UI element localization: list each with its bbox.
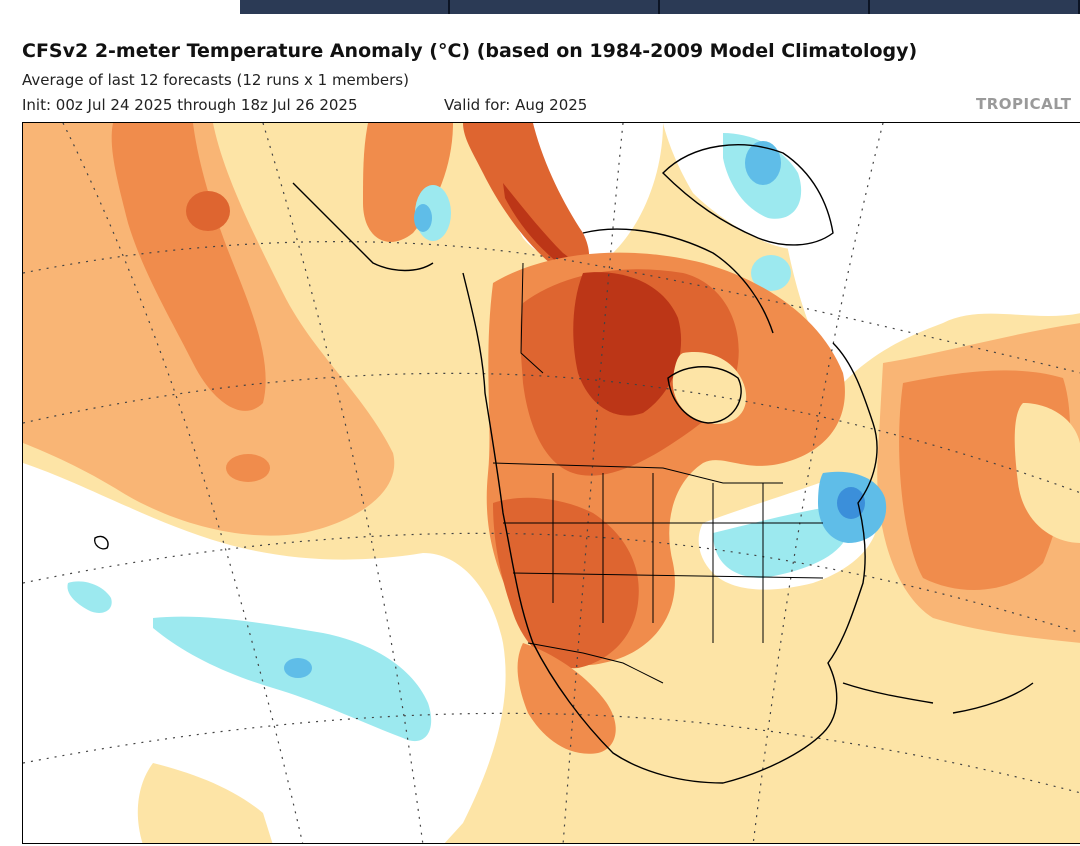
anomaly-spot-greenland-south [751, 255, 791, 291]
init-time-label: Init: 00z Jul 24 2025 through 18z Jul 26… [22, 96, 358, 114]
political-borders [492, 262, 824, 684]
valid-time-label: Valid for: Aug 2025 [444, 96, 588, 114]
coastlines [94, 144, 1034, 784]
nav-tab[interactable] [450, 0, 660, 14]
anomaly-region-pacific-cool [153, 616, 432, 742]
anomaly-spot-greenland [745, 141, 781, 185]
top-navigation-bar [240, 0, 1080, 14]
anomaly-region-west-us-red [493, 497, 639, 669]
brand-watermark: TROPICALT [976, 95, 1072, 113]
nav-tab[interactable] [660, 0, 870, 14]
anomaly-region-caribbean-warm [702, 683, 925, 829]
anomaly-region-atlantic-light [1014, 403, 1080, 543]
anomaly-region-alaska-dark [503, 183, 573, 268]
anomaly-region-baja-warm [137, 763, 273, 843]
map-title: CFSv2 2-meter Temperature Anomaly (°C) (… [22, 40, 918, 62]
anomaly-spot-pacific-cool [284, 658, 312, 678]
anomaly-map[interactable] [22, 122, 1080, 844]
graticule [23, 123, 1080, 843]
anomaly-spot-siberia-blue [414, 204, 432, 232]
anomaly-region-alaska-warm [463, 123, 590, 276]
nav-tab[interactable] [870, 0, 1080, 14]
anomaly-spot-atlantic-deep-blue [837, 487, 865, 519]
nav-tab[interactable] [240, 0, 450, 14]
anomaly-region-atlantic-neutral [783, 123, 1080, 383]
anomaly-map-svg [23, 123, 1080, 843]
anomaly-region-east-us-lightblue [713, 508, 847, 578]
anomaly-region-siberia-warm [363, 123, 453, 242]
anomaly-region-pacific-orange [111, 123, 266, 411]
map-subtitle: Average of last 12 forecasts (12 runs x … [22, 71, 409, 89]
anomaly-region-hudson-neutral [672, 352, 747, 424]
anomaly-spot-pacific-south [226, 454, 270, 482]
anomaly-spot-pacific [186, 191, 230, 231]
anomaly-region-pacific-cool-small [67, 581, 112, 613]
